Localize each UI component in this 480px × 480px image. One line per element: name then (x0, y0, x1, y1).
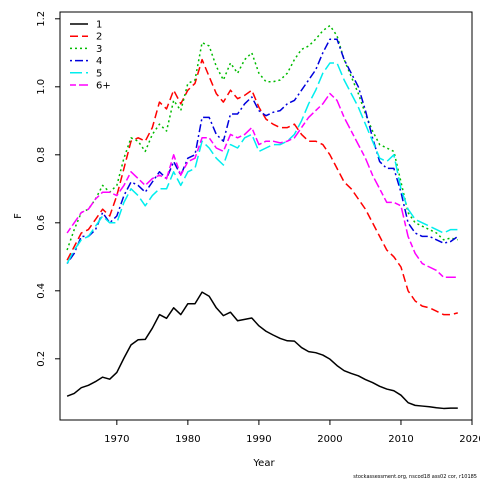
series-line-4 (66, 38, 459, 265)
y-tick-label: 0.8 (36, 147, 47, 163)
y-axis-title: F (13, 213, 24, 219)
series-line-3 (66, 24, 458, 251)
legend-label: 5 (96, 68, 102, 79)
x-tick-label: 2010 (388, 434, 413, 445)
x-tick-label: 1990 (246, 434, 271, 445)
x-axis-title: Year (252, 458, 275, 469)
series-line-1 (66, 291, 458, 410)
series-line-6plus (66, 92, 458, 278)
series-layer (66, 24, 459, 410)
y-tick-label: 0.6 (36, 215, 47, 231)
y-tick-label: 0.2 (36, 351, 47, 367)
legend-label: 2 (96, 32, 102, 43)
legend-label: 6+ (96, 81, 111, 92)
y-tick-label: 1.2 (36, 11, 47, 27)
x-tick-label: 1970 (104, 434, 129, 445)
x-tick-label: 1980 (175, 434, 200, 445)
legend-label: 1 (96, 20, 102, 31)
plot-frame (59, 11, 473, 421)
x-tick-label: 2000 (317, 434, 342, 445)
legend-label: 3 (96, 44, 102, 55)
footer-note: stockassessment.org, nscod18 ass02 cor, … (353, 474, 477, 480)
series-line-2 (66, 58, 458, 316)
legend-label: 4 (96, 56, 102, 67)
y-tick-label: 0.4 (36, 283, 47, 299)
y-tick-label: 1.0 (36, 79, 47, 95)
series-line-5 (66, 62, 458, 264)
